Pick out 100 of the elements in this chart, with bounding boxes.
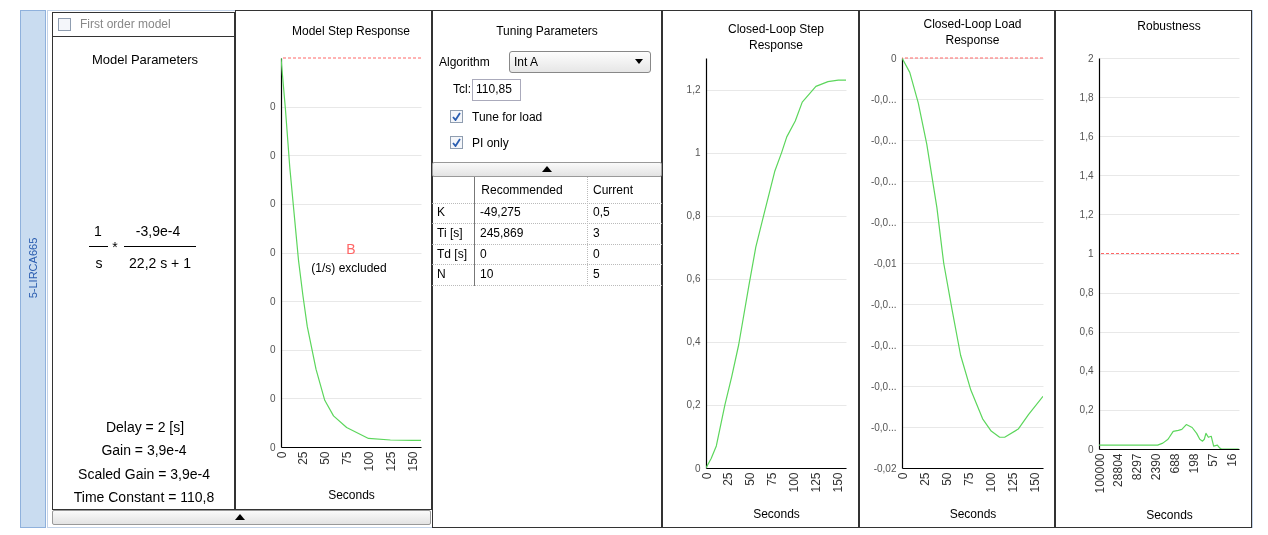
x-tick-label: 125 (383, 451, 398, 472)
y-tick-label: 0 (1087, 443, 1094, 455)
y-tick-label: 0 (269, 392, 276, 404)
y-tick-label: 1 (694, 147, 701, 159)
y-tick-label: -0,01 (873, 257, 897, 269)
x-tick-label: 75 (961, 472, 976, 486)
chart-title: Closed-Loop Load Response (923, 17, 1022, 47)
text: Tcl: (453, 82, 471, 96)
y-tick-label: -0,02 (873, 462, 897, 474)
text: Delay = 2 [s] (105, 419, 185, 435)
x-tick-label: 100 (787, 472, 801, 493)
text: Algorithm (439, 55, 490, 69)
text: 0 (480, 247, 487, 261)
text: Gain = 3,9e-4 (101, 442, 187, 458)
y-tick-label: 0 (269, 295, 276, 307)
text: Td [s] (437, 247, 468, 261)
x-tick-label: 25 (721, 472, 736, 486)
chart-title: Closed-Loop Step Response (727, 22, 825, 52)
y-tick-label: -0,0... (870, 298, 897, 310)
x-axis-title: Seconds (949, 506, 997, 521)
text: K (437, 205, 446, 219)
text: 245,869 (480, 226, 524, 240)
x-tick-label: 125 (1005, 472, 1020, 493)
x-tick-label: 8297 (1130, 453, 1145, 481)
x-tick-label: 16 (1225, 453, 1240, 467)
y-tick-label: 0 (269, 149, 276, 161)
text: Tuning Parameters (496, 24, 598, 38)
y-tick-label: 0,4 (1079, 365, 1094, 377)
x-tick-label: 100000 (1092, 453, 1107, 494)
text: 5-LIRCA665 (26, 237, 39, 299)
text: Model Parameters (91, 51, 199, 67)
x-axis-title: Seconds (328, 487, 375, 502)
x-axis-title: Seconds (753, 506, 800, 521)
x-tick-label: 100 (362, 451, 376, 472)
text: 0,5 (593, 205, 610, 219)
x-tick-label: 25 (917, 472, 932, 486)
x-tick-label: 0 (895, 472, 910, 480)
x-tick-label: 688 (1168, 453, 1183, 474)
text: Tune for load (472, 110, 543, 124)
text: s (95, 255, 103, 271)
y-tick-label: 0,4 (686, 336, 701, 348)
x-tick-label: 75 (765, 472, 780, 486)
x-tick-label: 198 (1187, 453, 1202, 474)
y-tick-label: 0 (269, 101, 276, 113)
x-tick-label: 50 (318, 451, 333, 465)
y-tick-label: -0,0... (870, 93, 897, 105)
y-tick-label: 0 (269, 198, 276, 210)
x-axis-title: Seconds (1146, 507, 1193, 522)
annotation: B (346, 241, 356, 257)
x-tick-label: 125 (808, 472, 823, 493)
x-tick-label: 0 (274, 451, 289, 459)
line-series (706, 79, 846, 468)
text: Time Constant = 110,8 (73, 489, 215, 505)
text: 10 (480, 267, 494, 281)
y-tick-label: 0,2 (1079, 404, 1094, 416)
y-tick-label: 1,2 (686, 84, 701, 96)
y-tick-label: 1,8 (1079, 91, 1094, 103)
y-tick-label: 0 (269, 441, 276, 453)
text: 22,2 s + 1 (129, 255, 191, 271)
text: 110,85 (476, 82, 512, 96)
y-tick-label: -0,0... (870, 421, 897, 433)
x-tick-label: 75 (340, 451, 355, 465)
y-tick-label: 1 (1087, 248, 1094, 259)
x-tick-label: 150 (405, 451, 420, 472)
x-tick-label: 28804 (1111, 453, 1126, 487)
text: * (112, 239, 118, 255)
text: -3,9e-4 (135, 223, 181, 239)
y-tick-label: 0 (890, 52, 897, 64)
chart-title: Robustness (1137, 19, 1201, 33)
text: Scaled Gain = 3,9e-4 (78, 466, 210, 482)
text: -49,275 (480, 205, 521, 219)
line-series (902, 58, 1043, 438)
x-tick-label: 57 (1206, 453, 1221, 467)
y-tick-label: 1,4 (1079, 169, 1094, 181)
text: 0 (593, 247, 600, 261)
y-tick-label: 0,8 (1079, 287, 1094, 299)
text: First order model (80, 17, 171, 31)
text: Current (593, 183, 634, 197)
x-tick-label: 0 (699, 472, 714, 480)
annotation: (1/s) excluded (311, 261, 387, 275)
y-tick-label: -0,0... (870, 380, 897, 392)
y-tick-label: 0,6 (686, 273, 701, 285)
x-tick-label: 50 (939, 472, 954, 486)
y-tick-label: -0,0... (870, 175, 897, 187)
text: Ti [s] (437, 226, 463, 240)
text: Int A (514, 55, 539, 69)
text: 3 (593, 226, 600, 240)
text: 5 (593, 267, 600, 281)
x-tick-label: 150 (830, 472, 845, 493)
chart-title: Model Step Response (291, 23, 411, 38)
x-tick-label: 25 (296, 451, 311, 465)
y-tick-label: 1,2 (1079, 208, 1094, 220)
x-tick-label: 2390 (1149, 453, 1164, 481)
y-tick-label: 0 (269, 247, 276, 258)
line-series (281, 58, 421, 441)
text: N (437, 267, 446, 281)
y-tick-label: 2 (1087, 52, 1094, 64)
y-tick-label: -0,0... (870, 216, 897, 228)
text: 1 (94, 223, 102, 239)
text: Recommended (481, 183, 563, 197)
